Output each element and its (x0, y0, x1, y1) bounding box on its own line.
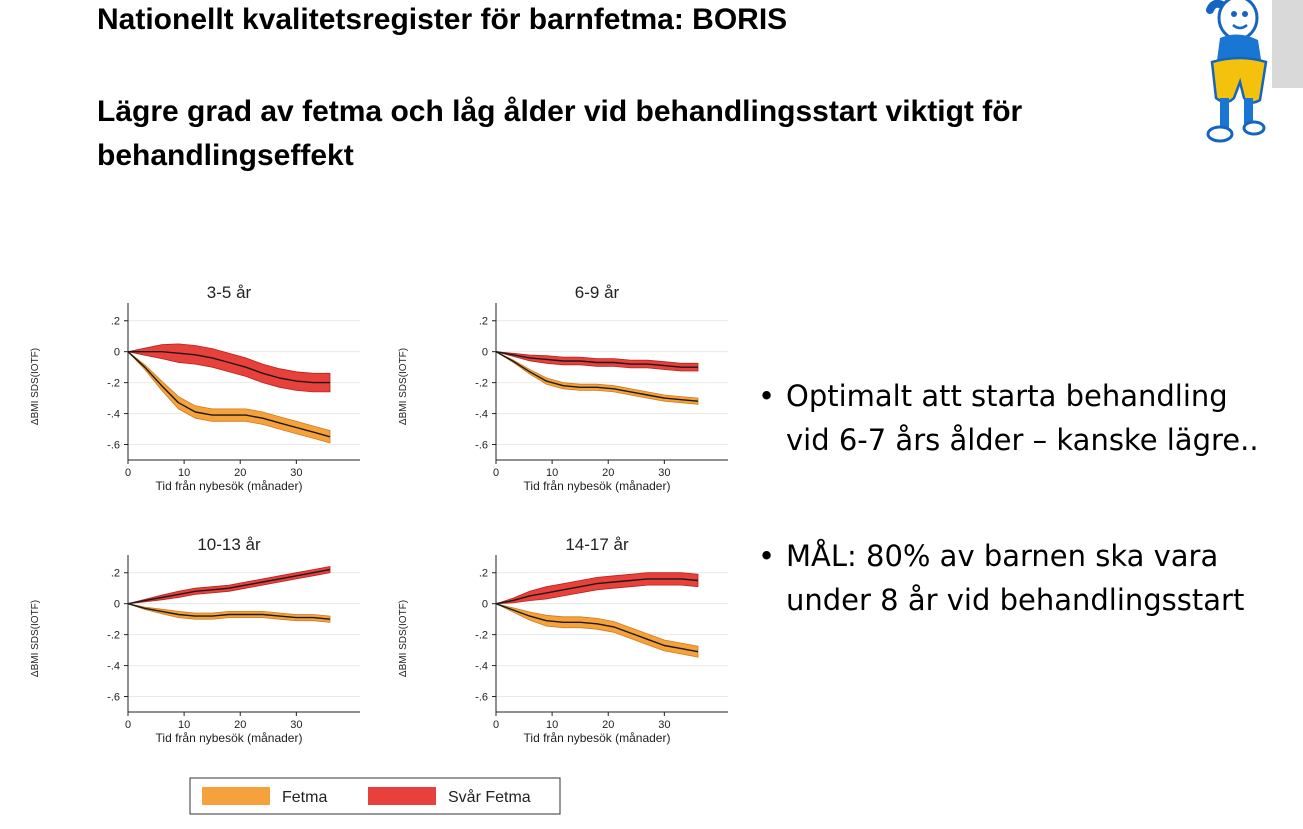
bullet-line: under 8 år vid behandlingsstart (786, 583, 1245, 617)
y-tick-label: -.6 (475, 440, 488, 452)
y-tick-label: -.2 (107, 378, 120, 390)
series-line-svar-fetma (128, 350, 330, 384)
slide-title: Nationellt kvalitetsregister för barnfet… (97, 3, 788, 36)
y-axis-label: ΔBMI SDS(IOTF) (30, 600, 41, 677)
y-tick-label: -.2 (107, 630, 120, 642)
series-line-fetma (495, 351, 699, 402)
y-tick-label: -.6 (107, 692, 120, 704)
y-tick-label: -.4 (107, 661, 120, 673)
x-tick-label: 30 (658, 467, 670, 479)
bullet-list: Optimalt att starta behandling vid 6-7 å… (758, 374, 1303, 622)
y-tick-label: 0 (114, 347, 120, 359)
series-line-svar-fetma (495, 578, 699, 605)
y-tick-label: 0 (114, 599, 120, 611)
mascot-logo-icon (1206, 0, 1268, 143)
legend-swatch (368, 787, 436, 805)
x-tick-label: 30 (658, 719, 670, 731)
x-tick-label: 10 (546, 719, 558, 731)
confidence-band-fetma (127, 603, 331, 623)
y-tick-label: .2 (111, 568, 120, 580)
legend-label: Svår Fetma (448, 788, 531, 806)
y-axis-label: ΔBMI SDS(IOTF) (398, 600, 409, 677)
y-tick-label: 0 (482, 599, 488, 611)
y-tick-label: -.2 (475, 378, 488, 390)
y-tick-label: -.6 (107, 440, 120, 452)
x-tick-label: 10 (546, 467, 558, 479)
series-line-fetma (127, 603, 331, 620)
bullet-line: Optimalt att starta behandling (786, 379, 1228, 413)
y-tick-label: 0 (482, 347, 488, 359)
y-tick-label: .2 (479, 568, 488, 580)
subplot-background (18, 520, 376, 762)
bullet-item: Optimalt att starta behandling vid 6-7 å… (758, 374, 1303, 462)
y-tick-label: .2 (479, 316, 488, 328)
x-axis-label: Tid från nybesök (månader) (524, 479, 671, 493)
bullet-line: vid 6-7 års ålder – kanske lägre.. (786, 423, 1259, 457)
series-line-svar-fetma (495, 351, 698, 368)
x-tick-label: 30 (290, 719, 302, 731)
series-line-fetma (127, 351, 331, 438)
y-tick-label: -.6 (475, 692, 488, 704)
series-line-fetma (495, 603, 699, 653)
x-tick-label: 20 (234, 719, 246, 731)
subplot-background (386, 268, 738, 510)
y-axis-label: ΔBMI SDS(IOTF) (30, 348, 41, 425)
y-tick-label: .2 (111, 316, 120, 328)
slide-subtitle: Lägre grad av fetma och låg ålder vid be… (97, 95, 1023, 172)
subplot-title: 6-9 år (575, 283, 620, 302)
y-tick-label: -.4 (475, 409, 488, 421)
bullet-item: MÅL: 80% av barnen ska vara under 8 år v… (758, 534, 1303, 622)
x-tick-label: 30 (290, 467, 302, 479)
legend: Fetma Svår Fetma (189, 777, 561, 815)
series-line-svar-fetma (127, 568, 331, 605)
y-tick-label: -.4 (475, 661, 488, 673)
y-tick-label: -.4 (107, 409, 120, 421)
subplot-background (386, 520, 738, 762)
x-tick-label: 0 (125, 719, 131, 731)
subplot-title: 14-17 år (565, 535, 629, 554)
x-tick-label: 0 (493, 719, 499, 731)
x-tick-label: 20 (234, 467, 246, 479)
slide-edge-strip (1272, 0, 1303, 88)
x-axis-label: Tid från nybesök (månader) (156, 479, 303, 493)
x-tick-label: 20 (602, 467, 614, 479)
subplot-title: 10-13 år (197, 535, 261, 554)
legend-label: Fetma (282, 789, 327, 806)
x-tick-label: 10 (178, 467, 190, 479)
x-tick-label: 20 (602, 719, 614, 731)
x-tick-label: 0 (493, 467, 499, 479)
x-axis-label: Tid från nybesök (månader) (524, 731, 671, 745)
y-axis-label: ΔBMI SDS(IOTF) (398, 348, 409, 425)
y-tick-label: -.2 (475, 630, 488, 642)
bullet-line: MÅL: 80% av barnen ska vara (786, 539, 1219, 573)
legend-swatch (202, 787, 270, 805)
x-tick-label: 10 (178, 719, 190, 731)
subplot-title: 3-5 år (207, 283, 252, 302)
x-axis-label: Tid från nybesök (månader) (156, 731, 303, 745)
x-tick-label: 0 (125, 467, 131, 479)
